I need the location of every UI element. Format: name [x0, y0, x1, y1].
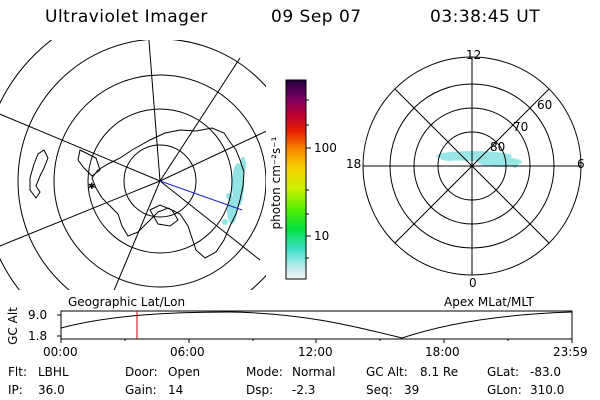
- orbit-altitude-curve: [60, 311, 573, 339]
- gain-value: 14: [168, 383, 184, 397]
- glat-label: GLat:: [487, 365, 520, 379]
- date-label: 09 Sep 07: [271, 7, 362, 27]
- mlt-polar-plot: [362, 56, 582, 276]
- mlt-label-18: 18: [346, 157, 362, 171]
- colorbar-tick-100: 100: [314, 141, 337, 155]
- filter-label: Flt:: [8, 365, 27, 379]
- mode-value: Normal: [292, 365, 336, 379]
- door-value: Open: [168, 365, 201, 379]
- spacecraft-marker: ✱: [88, 182, 96, 192]
- dsp-value: -2.3: [292, 383, 316, 397]
- x-tick-2359: 23:59: [553, 345, 588, 359]
- mlt-label-12: 12: [466, 48, 482, 62]
- mlat-label-70: 70: [513, 120, 529, 134]
- orbit-altitude-plot: [57, 310, 573, 343]
- ip-label: IP:: [8, 383, 23, 397]
- door-label: Door:: [125, 365, 158, 379]
- app-title: Ultraviolet Imager: [45, 7, 208, 27]
- x-tick-0600: 06:00: [170, 345, 205, 359]
- glon-label: GLon:: [487, 383, 522, 397]
- glon-value: 310.0: [530, 383, 565, 397]
- glat-value: -83.0: [530, 365, 562, 379]
- gain-label: Gain:: [125, 383, 157, 397]
- geographic-label: Geographic Lat/Lon: [68, 295, 186, 309]
- colorbar-unit-label: photon cm⁻²s⁻¹: [269, 136, 283, 230]
- mlat-label-80: 80: [490, 140, 506, 154]
- colorbar: [285, 79, 307, 280]
- mlt-label-0: 0: [469, 276, 477, 290]
- y-tick-9: 9.0: [28, 308, 48, 322]
- gc-alt-axis-label: GC Alt: [6, 307, 20, 345]
- geographic-map: [0, 40, 266, 290]
- gc-alt-label: GC Alt:: [366, 365, 408, 379]
- x-tick-1800: 18:00: [425, 345, 460, 359]
- seq-value: 39: [404, 383, 420, 397]
- dsp-label: Dsp:: [246, 383, 274, 397]
- y-tick-1-8: 1.8: [28, 329, 48, 343]
- apex-label: Apex MLat/MLT: [444, 295, 534, 309]
- filter-value: LBHL: [38, 365, 69, 379]
- ip-value: 36.0: [38, 383, 65, 397]
- mlt-label-6: 6: [577, 157, 585, 171]
- gc-alt-value: 8.1 Re: [420, 365, 459, 379]
- seq-label: Seq:: [366, 383, 393, 397]
- aurora-emission-right: [436, 151, 522, 168]
- mode-label: Mode:: [246, 365, 283, 379]
- time-label: 03:38:45 UT: [430, 7, 541, 27]
- x-tick-1200: 12:00: [298, 345, 333, 359]
- mlat-label-60: 60: [537, 98, 553, 112]
- colorbar-tick-10: 10: [314, 229, 330, 243]
- x-tick-0000: 00:00: [43, 345, 78, 359]
